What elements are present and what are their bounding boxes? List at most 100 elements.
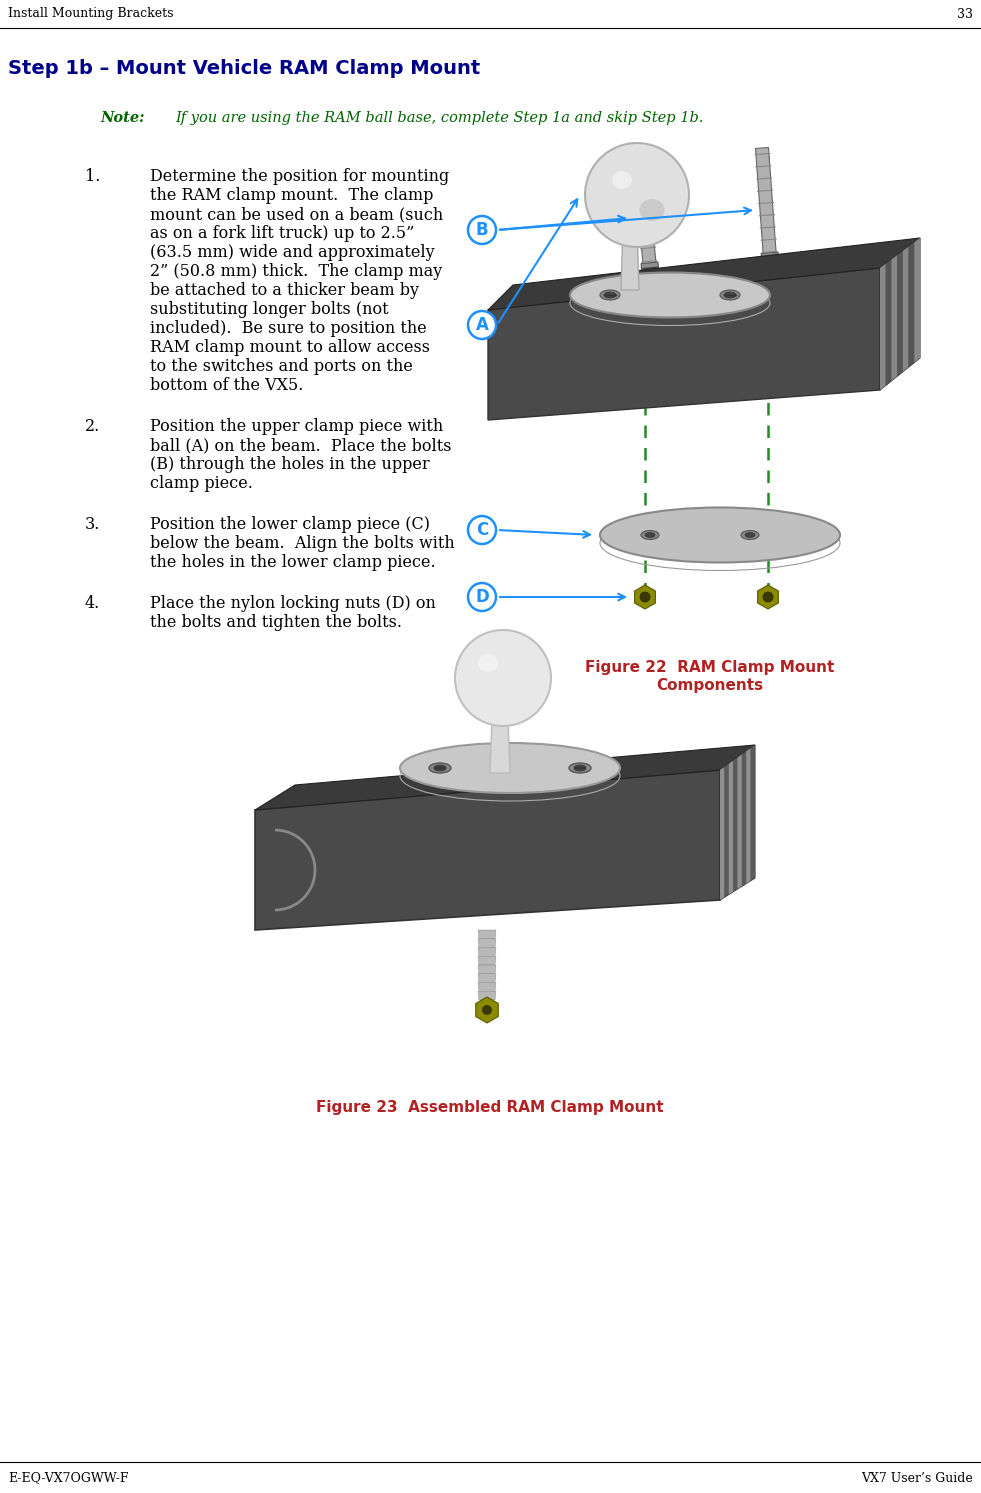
Text: bottom of the VX5.: bottom of the VX5. (150, 378, 303, 394)
Polygon shape (478, 939, 496, 948)
Ellipse shape (574, 764, 586, 770)
Text: Components: Components (656, 678, 763, 693)
Circle shape (482, 1005, 492, 1015)
Text: 2.: 2. (84, 418, 100, 434)
Polygon shape (632, 148, 656, 269)
Ellipse shape (741, 530, 759, 539)
Polygon shape (488, 237, 920, 311)
Polygon shape (255, 770, 720, 930)
Text: VX7 User’s Guide: VX7 User’s Guide (861, 1472, 973, 1484)
Text: the holes in the lower clamp piece.: the holes in the lower clamp piece. (150, 554, 436, 570)
Text: 4.: 4. (84, 596, 100, 612)
Circle shape (640, 593, 650, 602)
Ellipse shape (600, 508, 840, 563)
Text: 1.: 1. (84, 169, 100, 185)
Text: C: C (476, 521, 489, 539)
Text: clamp piece.: clamp piece. (150, 475, 253, 493)
Polygon shape (761, 252, 779, 264)
Text: be attached to a thicker beam by: be attached to a thicker beam by (150, 282, 419, 299)
Ellipse shape (569, 763, 591, 773)
Ellipse shape (570, 273, 770, 318)
Circle shape (455, 630, 551, 726)
Text: E-EQ-VX7OGWW-F: E-EQ-VX7OGWW-F (8, 1472, 129, 1484)
Polygon shape (908, 242, 914, 367)
Text: 3.: 3. (84, 517, 100, 533)
Ellipse shape (645, 533, 655, 537)
Polygon shape (914, 237, 920, 363)
Polygon shape (478, 982, 496, 991)
Circle shape (468, 582, 496, 611)
Text: to the switches and ports on the: to the switches and ports on the (150, 358, 413, 375)
Polygon shape (886, 260, 892, 385)
Polygon shape (478, 948, 496, 956)
Polygon shape (747, 748, 750, 884)
Polygon shape (478, 991, 496, 1000)
Text: Figure 22  RAM Clamp Mount: Figure 22 RAM Clamp Mount (586, 660, 835, 675)
Polygon shape (880, 237, 920, 390)
Polygon shape (641, 261, 659, 275)
Text: Step 1b – Mount Vehicle RAM Clamp Mount: Step 1b – Mount Vehicle RAM Clamp Mount (8, 58, 481, 78)
Polygon shape (755, 148, 777, 258)
Text: Determine the position for mounting: Determine the position for mounting (150, 169, 449, 185)
Text: B: B (476, 221, 489, 239)
Text: A: A (476, 317, 489, 334)
Polygon shape (892, 255, 898, 381)
Text: Place the nylon locking nuts (D) on: Place the nylon locking nuts (D) on (150, 596, 436, 612)
Text: If you are using the RAM ball base, complete Step 1a and skip Step 1b.: If you are using the RAM ball base, comp… (175, 110, 703, 125)
Polygon shape (898, 251, 903, 376)
Circle shape (763, 593, 773, 602)
Circle shape (585, 143, 689, 246)
Polygon shape (880, 264, 886, 390)
Ellipse shape (478, 654, 498, 672)
Ellipse shape (720, 290, 740, 300)
Polygon shape (733, 757, 738, 891)
Text: the bolts and tighten the bolts.: the bolts and tighten the bolts. (150, 614, 402, 632)
Ellipse shape (724, 293, 736, 299)
Ellipse shape (400, 744, 620, 793)
Polygon shape (476, 997, 498, 1023)
Text: (B) through the holes in the upper: (B) through the holes in the upper (150, 455, 430, 473)
Ellipse shape (612, 172, 632, 190)
Polygon shape (738, 754, 742, 888)
Ellipse shape (640, 199, 664, 221)
Polygon shape (724, 764, 729, 897)
Polygon shape (729, 760, 733, 894)
Polygon shape (757, 585, 778, 609)
Polygon shape (621, 225, 639, 290)
Polygon shape (478, 956, 496, 964)
Polygon shape (720, 767, 724, 900)
Text: as on a fork lift truck) up to 2.5”: as on a fork lift truck) up to 2.5” (150, 225, 414, 242)
Ellipse shape (600, 290, 620, 300)
Polygon shape (478, 930, 496, 939)
Text: 33: 33 (957, 7, 973, 21)
Polygon shape (720, 745, 755, 900)
Polygon shape (478, 973, 496, 982)
Polygon shape (478, 964, 496, 973)
Circle shape (468, 517, 496, 543)
Text: Figure 23  Assembled RAM Clamp Mount: Figure 23 Assembled RAM Clamp Mount (316, 1100, 664, 1115)
Text: mount can be used on a beam (such: mount can be used on a beam (such (150, 206, 443, 222)
Ellipse shape (745, 533, 755, 537)
Text: below the beam.  Align the bolts with: below the beam. Align the bolts with (150, 534, 455, 552)
Polygon shape (488, 269, 880, 420)
Text: D: D (475, 588, 489, 606)
Polygon shape (490, 718, 510, 773)
Text: (63.5 mm) wide and approximately: (63.5 mm) wide and approximately (150, 243, 435, 261)
Text: Install Mounting Brackets: Install Mounting Brackets (8, 7, 174, 21)
Ellipse shape (604, 293, 616, 299)
Polygon shape (903, 246, 908, 372)
Text: 2” (50.8 mm) thick.  The clamp may: 2” (50.8 mm) thick. The clamp may (150, 263, 442, 281)
Polygon shape (750, 745, 755, 881)
Polygon shape (742, 751, 747, 887)
Ellipse shape (434, 764, 446, 770)
Text: the RAM clamp mount.  The clamp: the RAM clamp mount. The clamp (150, 187, 434, 205)
Circle shape (468, 216, 496, 243)
Text: Note:: Note: (100, 110, 144, 125)
Polygon shape (635, 585, 655, 609)
Text: included).  Be sure to position the: included). Be sure to position the (150, 320, 427, 337)
Ellipse shape (641, 530, 659, 539)
Text: Position the upper clamp piece with: Position the upper clamp piece with (150, 418, 443, 434)
Circle shape (468, 311, 496, 339)
Polygon shape (255, 745, 755, 811)
Text: ball (A) on the beam.  Place the bolts: ball (A) on the beam. Place the bolts (150, 437, 451, 454)
